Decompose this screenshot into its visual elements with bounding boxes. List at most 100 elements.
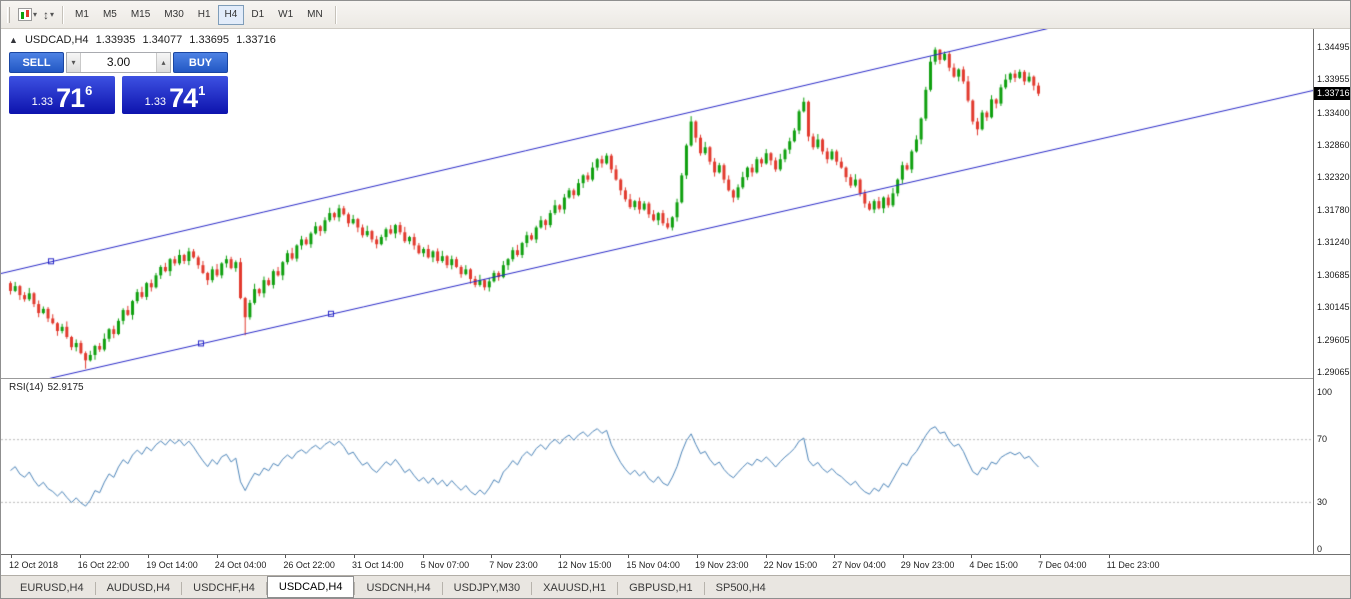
time-axis-label: 5 Nov 07:00	[420, 560, 470, 570]
buy-button[interactable]: BUY	[173, 52, 228, 73]
candlestick-chart-icon	[18, 8, 32, 21]
timeframe-button-m5[interactable]: M5	[102, 9, 117, 20]
time-axis-tick	[628, 555, 630, 558]
timeframe-button-w1[interactable]: W1	[278, 9, 294, 20]
chart-type-button[interactable]: ▾	[15, 4, 40, 26]
rsi-axis-label: 30	[1317, 496, 1328, 507]
time-axis-label: 27 Nov 04:00	[832, 560, 886, 570]
time-axis-label: 12 Oct 2018	[9, 560, 59, 570]
time-axis-label: 22 Nov 15:00	[763, 560, 818, 570]
bid-quote-panel[interactable]: 1.33 71 6	[9, 76, 115, 114]
time-axis-tick	[1040, 555, 1041, 558]
symbol-tab-usdcad[interactable]: USDCAD,H4	[266, 576, 355, 598]
price-axis-label: 1.34495	[1317, 42, 1350, 52]
toolbar-grip[interactable]	[7, 6, 10, 23]
toolbar: ▾ ↕ ▾ M1 M5 M15 M30 H1 H4 D1 W1 MN	[1, 1, 1350, 29]
time-axis-label: 19 Oct 14:00	[146, 560, 198, 570]
price-axis-label: 1.31780	[1317, 204, 1350, 215]
volume-field: ▾ 3.00 ▴	[66, 52, 171, 73]
symbol-tab-audusd[interactable]: AUDUSD,H4	[106, 582, 171, 594]
price-axis-label: 1.33400	[1317, 107, 1350, 118]
ask-big-digits: 74	[169, 83, 198, 113]
tab-separator	[703, 581, 705, 595]
time-axis-label: 19 Nov 23:00	[695, 560, 749, 570]
time-axis-tick	[422, 555, 424, 558]
timeframe-button-h1[interactable]: H1	[197, 9, 211, 20]
time-axis-label: 7 Dec 04:00	[1038, 560, 1087, 570]
time-axis-label: 4 Dec 15:00	[969, 560, 1018, 570]
rsi-value: 52.9175	[47, 382, 84, 393]
price-axis-label: 1.29065	[1317, 367, 1350, 377]
caret-up-icon: ▴	[161, 58, 166, 67]
symbol-tab-sp500[interactable]: SP500,H4	[715, 582, 766, 594]
timeframe-button-mn[interactable]: MN	[307, 9, 323, 20]
tab-separator	[617, 581, 619, 595]
rsi-axis-label: 70	[1317, 434, 1328, 445]
time-axis-label: 26 Oct 22:00	[283, 560, 335, 570]
scale-button[interactable]: ↕ ▾	[40, 4, 57, 26]
tab-separator	[181, 581, 183, 595]
symbol-tab-usdcnh[interactable]: USDCNH,H4	[366, 582, 431, 594]
timeframe-button-m15[interactable]: M15	[130, 9, 151, 20]
symbol-tab-eurusd[interactable]: EURUSD,H4	[20, 582, 84, 594]
time-axis-tick	[11, 555, 12, 558]
ask-pipette: 1	[198, 83, 206, 98]
time-axis-label: 15 Nov 04:00	[626, 560, 680, 570]
time-axis-tick	[765, 555, 767, 558]
price-axis-label: 1.30145	[1317, 302, 1350, 313]
time-axis-tick	[697, 555, 698, 558]
price-axis-label: 1.32860	[1317, 139, 1350, 150]
time-axis-label: 16 Oct 22:00	[77, 560, 130, 570]
tab-separator	[265, 581, 267, 595]
bid-pipette: 6	[85, 83, 93, 98]
volume-decrease-button[interactable]: ▾	[67, 53, 81, 72]
open-value: 1.33935	[95, 34, 136, 46]
rsi-canvas[interactable]	[1, 379, 1313, 554]
price-axis-label: 1.29605	[1317, 334, 1350, 345]
ask-quote-panel[interactable]: 1.33 74 1	[122, 76, 228, 114]
timeframe-button-m1[interactable]: M1	[75, 9, 89, 20]
timeframe-button-m30[interactable]: M30	[164, 9, 184, 20]
timeframe-button-d1[interactable]: D1	[251, 9, 265, 20]
symbol-tab-usdchf[interactable]: USDCHF,H4	[193, 582, 255, 594]
direction-up-icon: ▲	[9, 35, 18, 45]
ohlc-readout: ▲ USDCAD,H4 1.33935 1.34077 1.33695 1.33…	[9, 34, 280, 46]
time-axis-label: 11 Dec 23:00	[1106, 560, 1160, 570]
time-axis-tick	[354, 555, 355, 558]
timeframe-button-h4[interactable]: H4	[217, 4, 245, 25]
time-axis-tick	[834, 555, 836, 558]
time-axis-label: 31 Oct 14:00	[352, 560, 404, 570]
time-axis-tick	[216, 555, 218, 558]
caret-down-icon: ▾	[71, 58, 76, 67]
symbol-tab-xauusd[interactable]: XAUUSD,H1	[543, 582, 607, 594]
symbol-tab-usdjpy[interactable]: USDJPY,M30	[453, 582, 521, 594]
price-axis[interactable]: 1.34495 1.33955 1.33400 1.32860 1.32320 1.317…	[1313, 29, 1350, 554]
rsi-name: RSI(14)	[9, 382, 44, 393]
time-axis-tick	[1108, 555, 1110, 558]
time-axis-tick	[971, 555, 973, 558]
bid-prefix: 1.33	[31, 96, 54, 108]
time-axis[interactable]: 12 Oct 2018 16 Oct 22:00 19 Oct 14:00 24 Oc…	[1, 554, 1350, 575]
time-axis-tick	[79, 555, 81, 558]
rsi-axis-label: 100	[1317, 387, 1333, 397]
time-axis-label: 24 Oct 04:00	[214, 560, 267, 570]
volume-increase-button[interactable]: ▴	[156, 53, 170, 72]
close-value: 1.33716	[236, 34, 276, 46]
price-axis-label: 1.30685	[1317, 270, 1350, 281]
high-value: 1.34077	[142, 34, 183, 46]
rsi-axis-label: 0	[1317, 544, 1323, 554]
rsi-indicator-label: RSI(14) 52.9175	[9, 382, 88, 393]
up-down-arrows-icon: ↕	[43, 7, 50, 22]
sell-button[interactable]: SELL	[9, 52, 64, 73]
time-axis-tick	[285, 555, 287, 558]
chevron-down-icon: ▾	[50, 10, 55, 19]
time-axis-tick	[491, 555, 493, 558]
symbol-tab-gbpusd[interactable]: GBPUSD,H1	[629, 582, 693, 594]
volume-value[interactable]: 3.00	[106, 55, 131, 69]
toolbar-separator	[334, 5, 336, 24]
time-axis-label: 7 Nov 23:00	[489, 560, 538, 570]
tab-separator	[531, 581, 533, 595]
pane-divider[interactable]	[1, 378, 1313, 379]
price-axis-label: 1.31240	[1317, 236, 1350, 247]
